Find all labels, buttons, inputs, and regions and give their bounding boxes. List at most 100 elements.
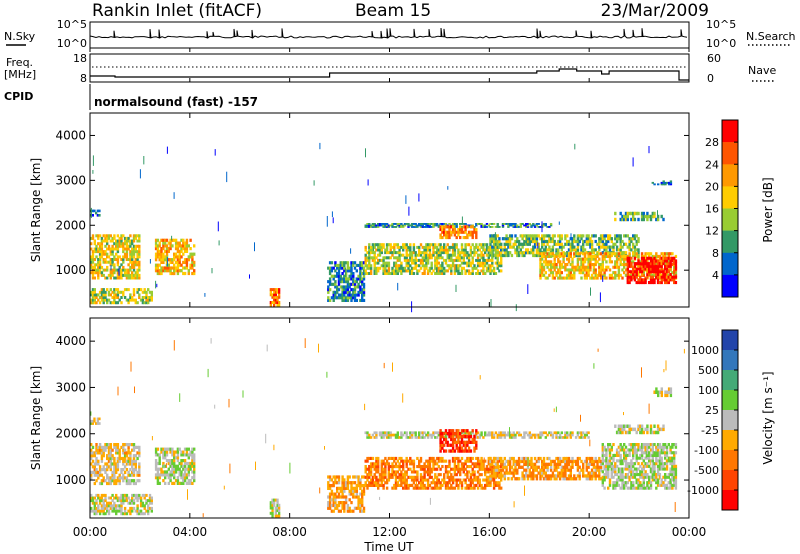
heatmap-cell: [437, 261, 440, 265]
heatmap-cell: [491, 248, 494, 252]
heatmap-cell: [391, 462, 394, 466]
heatmap-cell: [109, 288, 112, 292]
heatmap-cell: [127, 298, 130, 302]
heatmap-cell: [148, 501, 152, 505]
heatmap-cell: [626, 214, 629, 219]
heatmap-cell: [346, 277, 350, 281]
heatmap-cell: [95, 456, 98, 461]
heatmap-cell: [448, 434, 451, 439]
heatmap-cell: [364, 475, 367, 479]
heatmap-cell: [102, 499, 105, 503]
heatmap-cell: [95, 211, 98, 215]
heatmap-cell: [507, 223, 510, 225]
heatmap-cell: [132, 493, 136, 497]
heatmap-cell: [669, 278, 672, 282]
heatmap-cell: [651, 275, 654, 279]
heatmap-cell: [109, 252, 112, 256]
heatmap-cell: [341, 492, 344, 496]
heatmap-cell: [544, 223, 547, 225]
heatmap-cell: [368, 473, 371, 477]
heatmap-cell: [384, 272, 387, 275]
heatmap-cell: [516, 431, 519, 435]
heatmap-cell: [594, 234, 597, 238]
heatmap-cell: [106, 239, 109, 243]
heatmap-cell: [104, 470, 107, 474]
heatmap-cell: [460, 483, 464, 487]
heatmap-cell: [419, 251, 423, 255]
heatmap-cell: [521, 253, 524, 258]
heatmap-cell: [526, 465, 530, 469]
heatmap-cell: [341, 298, 344, 302]
heatmap-cell: [421, 465, 424, 469]
heatmap-cell: [129, 512, 132, 516]
heatmap-cell: [109, 456, 112, 461]
heatmap-cell: [630, 256, 633, 260]
heatmap-cell: [122, 448, 125, 452]
heatmap-cell: [337, 503, 341, 508]
heatmap-cell: [514, 477, 517, 481]
heatmap-cell: [127, 509, 130, 513]
heatmap-cell: [459, 478, 462, 482]
heatmap-cell: [276, 298, 279, 302]
heatmap-cell: [608, 268, 612, 272]
heatmap-cell: [102, 293, 105, 297]
heatmap-cell: [491, 256, 494, 260]
heatmap-cell: [109, 443, 112, 447]
heatmap-cell: [673, 281, 676, 285]
heatmap-cell: [98, 214, 101, 217]
heatmap-cell: [560, 252, 563, 256]
heatmap-cell: [439, 483, 442, 487]
heatmap-cell: [366, 251, 369, 255]
heatmap-cell: [173, 461, 176, 466]
heatmap-cell: [626, 267, 629, 271]
heatmap-cell: [489, 266, 492, 270]
heatmap-cell: [423, 253, 426, 257]
heatmap-cell: [535, 433, 539, 437]
heatmap-cell: [369, 264, 373, 268]
heatmap-cell: [90, 207, 92, 218]
heatmap-cell: [640, 252, 644, 256]
heatmap-cell: [416, 470, 419, 474]
heatmap-cell: [637, 264, 640, 268]
heatmap-cell: [91, 290, 95, 294]
heatmap-cell: [129, 479, 132, 483]
heatmap-cell: [183, 241, 187, 245]
heatmap-cell: [478, 258, 481, 262]
heatmap-cell: [134, 481, 137, 486]
heatmap-cell: [359, 269, 362, 273]
heatmap-cell: [476, 269, 480, 273]
heatmap-cell: [601, 273, 604, 277]
heatmap-cell: [492, 245, 496, 249]
heatmap-cell: [573, 254, 576, 258]
heatmap-cell: [106, 443, 109, 447]
heatmap-cell: [109, 247, 112, 251]
heatmap-cell: [111, 271, 114, 275]
heatmap-cell: [332, 217, 334, 224]
heatmap-cell: [482, 245, 485, 249]
heatmap-cell: [564, 252, 567, 256]
heatmap-cell: [476, 470, 480, 474]
heatmap-cell: [361, 489, 364, 493]
heatmap-cell: [116, 296, 120, 299]
heatmap-cell: [525, 468, 528, 472]
heatmap-cell: [371, 223, 375, 225]
heatmap-cell: [451, 258, 455, 262]
heatmap-cell: [549, 254, 553, 258]
heatmap-cell: [115, 509, 118, 513]
heatmap-cell: [621, 239, 624, 244]
heatmap-cell: [93, 247, 96, 251]
heatmap-cell: [496, 459, 499, 464]
heatmap-cell: [334, 478, 337, 482]
heatmap-cell: [576, 268, 580, 272]
heatmap-cell: [485, 226, 489, 228]
heatmap-cell: [542, 260, 546, 264]
heatmap-cell: [460, 251, 464, 255]
heatmap-cell: [343, 509, 346, 513]
heatmap-cell: [156, 470, 160, 474]
heatmap-cell: [566, 273, 569, 277]
heatmap-cell: [398, 269, 401, 273]
heatmap-cell: [98, 250, 102, 254]
heatmap-cell: [475, 251, 478, 255]
heatmap-cell: [560, 248, 563, 252]
heatmap-cell: [662, 181, 665, 184]
